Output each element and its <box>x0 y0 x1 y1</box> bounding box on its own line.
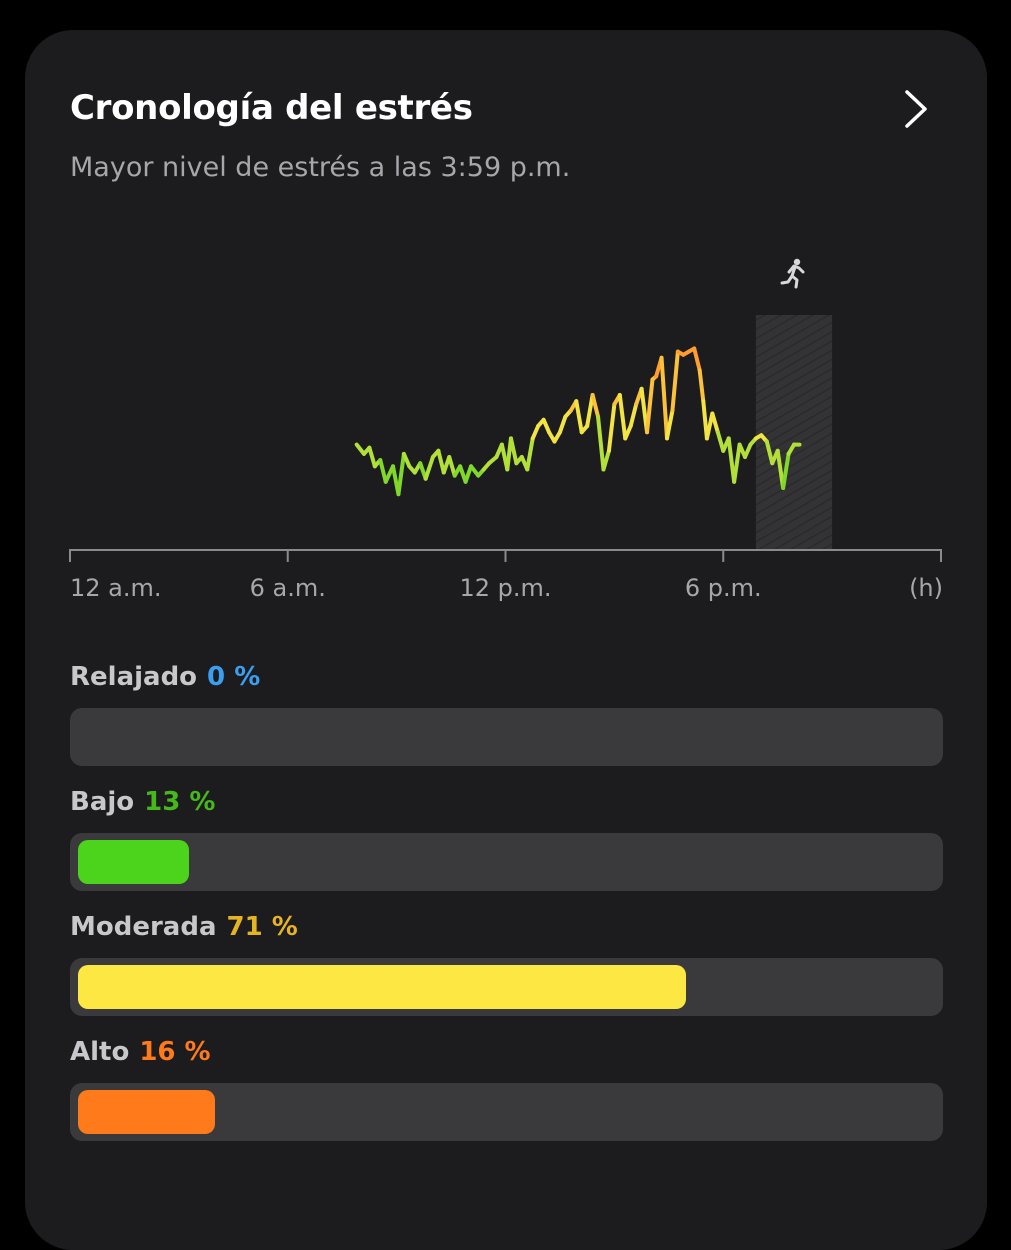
stress-line-segment <box>596 414 606 472</box>
stress-line-segment <box>367 445 377 469</box>
stress-line-segment <box>530 424 541 441</box>
stress-level-label: Moderada 71 % <box>70 910 943 944</box>
stress-line-segment <box>732 442 742 484</box>
stress-level-percent: 13 % <box>144 787 216 817</box>
stress-level-label: Relajado 0 % <box>70 660 943 694</box>
stress-timeline-chart: 12 a.m. 6 a.m. 12 p.m. 6 p.m. (h) <box>69 258 943 602</box>
stress-line-segment <box>541 417 552 435</box>
stress-level-row: Bajo 13 % <box>70 785 943 891</box>
stress-line-segment <box>447 455 457 478</box>
stress-level-label: Alto 16 % <box>70 1035 943 1069</box>
stress-line-segment <box>670 349 680 413</box>
stress-line-segment <box>525 436 535 472</box>
stress-level-row: Moderada 71 % <box>70 910 943 1016</box>
stress-level-percent: 0 % <box>207 662 261 692</box>
x-axis-unit-label: (h) <box>909 574 943 602</box>
exercise-period-block <box>755 315 833 550</box>
stress-line-segment <box>628 402 639 428</box>
stress-line-segment <box>704 411 715 441</box>
stress-level-name: Moderada <box>70 912 217 942</box>
stress-level-fill <box>78 1090 216 1134</box>
stress-line-segment <box>764 439 775 466</box>
stress-line-segment <box>645 377 655 435</box>
stress-line-segment <box>659 355 669 441</box>
x-axis-tick-label: 12 p.m. <box>459 574 551 602</box>
x-axis-tick-label: 12 a.m. <box>70 574 162 602</box>
stress-line-segment <box>378 458 388 484</box>
stress-line-segment <box>436 448 446 475</box>
stress-line-segment <box>664 408 675 441</box>
running-person-icon <box>780 258 805 289</box>
stress-line-segment <box>623 424 633 441</box>
stress-level-label: Bajo 13 % <box>70 785 943 819</box>
stress-line-segment <box>697 368 706 404</box>
chevron-right-icon[interactable] <box>895 84 935 134</box>
stress-level-row: Relajado 0 % <box>70 660 943 766</box>
stress-line-segment <box>401 451 412 469</box>
stress-line-segment <box>463 464 474 484</box>
stress-line-segment <box>601 448 611 472</box>
stress-line-segment <box>710 411 720 435</box>
stress-line-segment <box>590 393 601 419</box>
stress-level-row: Alto 16 % <box>70 1035 943 1141</box>
stress-line-segment <box>574 399 584 435</box>
stress-line-segment <box>508 436 519 466</box>
stress-timeline-card: Cronología del estrés Mayor nivel de est… <box>25 30 987 1250</box>
stress-level-name: Bajo <box>70 787 135 817</box>
stress-line-segment <box>692 346 702 373</box>
stress-line-segment <box>585 393 595 428</box>
stress-level-name: Relajado <box>70 662 198 692</box>
x-axis-tick-label: 6 p.m. <box>685 574 762 602</box>
stress-level-track <box>70 833 943 891</box>
stress-level-track <box>70 1083 943 1141</box>
stress-level-percent: 16 % <box>139 1037 211 1067</box>
stress-line-series <box>354 346 802 497</box>
stress-line-segment <box>715 430 726 453</box>
stress-line-segment <box>781 451 791 490</box>
x-axis-tick-label: 6 a.m. <box>250 574 326 602</box>
stress-level-track <box>70 958 943 1016</box>
stress-level-track <box>70 708 943 766</box>
stress-line-segment <box>557 414 568 435</box>
stress-line-segment <box>743 442 753 459</box>
stress-level-fill <box>78 965 687 1009</box>
stress-line-segment <box>423 455 435 481</box>
stress-line-segment <box>617 393 628 441</box>
stress-line-segment <box>606 402 617 453</box>
card-subtitle: Mayor nivel de estrés a las 3:59 p.m. <box>70 152 571 183</box>
card-title: Cronología del estrés <box>70 88 473 128</box>
stress-level-name: Alto <box>70 1037 130 1067</box>
stress-level-percent: 71 % <box>226 912 298 942</box>
stress-level-fill <box>78 840 190 884</box>
stress-line-segment <box>396 451 406 497</box>
